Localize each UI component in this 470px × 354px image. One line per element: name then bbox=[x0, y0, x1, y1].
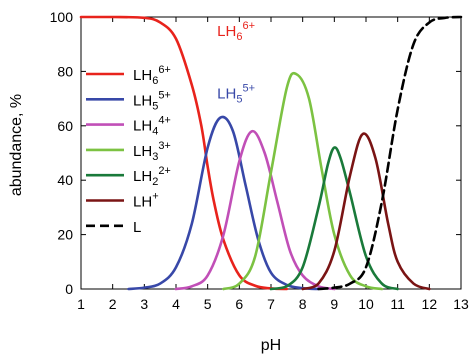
curve-annotation: LH55+ bbox=[217, 83, 255, 106]
x-axis: 1 2 3 4 5 6 7 8 9 10 11 12 13 bbox=[77, 17, 469, 312]
legend-label-base: LH bbox=[133, 168, 152, 185]
y-axis-label: abundance, % bbox=[8, 94, 25, 196]
legend-label: LH66+ bbox=[133, 64, 171, 87]
y-axis: 0 20 40 60 80 100 bbox=[50, 9, 461, 297]
series-line-lh33 bbox=[222, 71, 384, 291]
x-axis-label: pH bbox=[261, 337, 281, 354]
x-tick-label: 12 bbox=[422, 296, 438, 312]
y-tick-label: 80 bbox=[57, 63, 73, 79]
x-tick-label: 11 bbox=[390, 296, 405, 312]
legend-label-base: LH bbox=[133, 118, 152, 135]
legend: LH66+LH55+LH44+LH33+LH22+LH+L bbox=[86, 64, 171, 236]
y-tick-label: 100 bbox=[50, 9, 74, 25]
curve-annotation-base: LH bbox=[217, 23, 236, 40]
series-line-lh66 bbox=[79, 15, 289, 291]
legend-label-superscript: 3+ bbox=[158, 140, 171, 152]
legend-label: LH44+ bbox=[133, 115, 171, 138]
curve-annotation-superscript: 6+ bbox=[242, 20, 255, 32]
legend-label-base: LH bbox=[133, 143, 152, 160]
x-tick-label: 7 bbox=[267, 296, 275, 312]
legend-label-superscript: 2+ bbox=[158, 165, 171, 177]
legend-label: LH22+ bbox=[133, 165, 171, 188]
x-tick-label: 5 bbox=[204, 296, 212, 312]
legend-label-subscript: 5 bbox=[152, 100, 158, 112]
legend-label-subscript: 3 bbox=[152, 151, 158, 163]
data-series bbox=[79, 15, 463, 291]
series-line-lh55 bbox=[127, 115, 320, 291]
legend-label-base: LH bbox=[133, 92, 152, 109]
legend-label-base: LH bbox=[133, 194, 152, 211]
x-tick-label: 13 bbox=[453, 296, 469, 312]
x-tick-label: 3 bbox=[140, 296, 148, 312]
legend-label: LH33+ bbox=[133, 140, 171, 163]
legend-label: L bbox=[133, 219, 141, 236]
x-tick-label: 2 bbox=[109, 296, 117, 312]
y-tick-label: 60 bbox=[57, 118, 73, 134]
legend-label-subscript: 2 bbox=[152, 176, 158, 188]
x-tick-label: 6 bbox=[235, 296, 243, 312]
curve-annotation: LH66+ bbox=[217, 20, 255, 43]
y-tick-label: 40 bbox=[57, 172, 73, 188]
curve-annotation-base: LH bbox=[217, 86, 236, 103]
curve-annotation-superscript: 5+ bbox=[242, 83, 255, 95]
x-tick-label: 10 bbox=[358, 296, 374, 312]
series-line-lh bbox=[301, 132, 431, 291]
x-tick-label: 1 bbox=[77, 296, 85, 312]
curve-annotation-subscript: 5 bbox=[236, 94, 242, 106]
series-line-l bbox=[317, 15, 463, 291]
x-tick-label: 4 bbox=[172, 296, 180, 312]
series-line-lh44 bbox=[174, 129, 336, 291]
x-tick-label: 9 bbox=[330, 296, 338, 312]
legend-label-superscript: 6+ bbox=[158, 64, 171, 76]
legend-label-base: LH bbox=[133, 67, 152, 84]
legend-label-subscript: 6 bbox=[152, 75, 158, 87]
y-tick-label: 20 bbox=[57, 227, 73, 243]
legend-label: LH55+ bbox=[133, 89, 171, 112]
curve-annotation-subscript: 6 bbox=[236, 31, 242, 43]
legend-label-superscript: 5+ bbox=[158, 89, 171, 101]
series-line-lh22 bbox=[269, 146, 399, 291]
legend-label-subscript: 4 bbox=[152, 126, 158, 138]
x-tick-label: 8 bbox=[299, 296, 307, 312]
legend-label-superscript: + bbox=[152, 191, 158, 203]
y-tick-label: 0 bbox=[65, 281, 73, 297]
legend-label: LH+ bbox=[133, 191, 159, 211]
legend-label-base: L bbox=[133, 219, 141, 236]
legend-label-superscript: 4+ bbox=[158, 115, 171, 127]
annotations: LH66+LH55+ bbox=[217, 20, 255, 106]
